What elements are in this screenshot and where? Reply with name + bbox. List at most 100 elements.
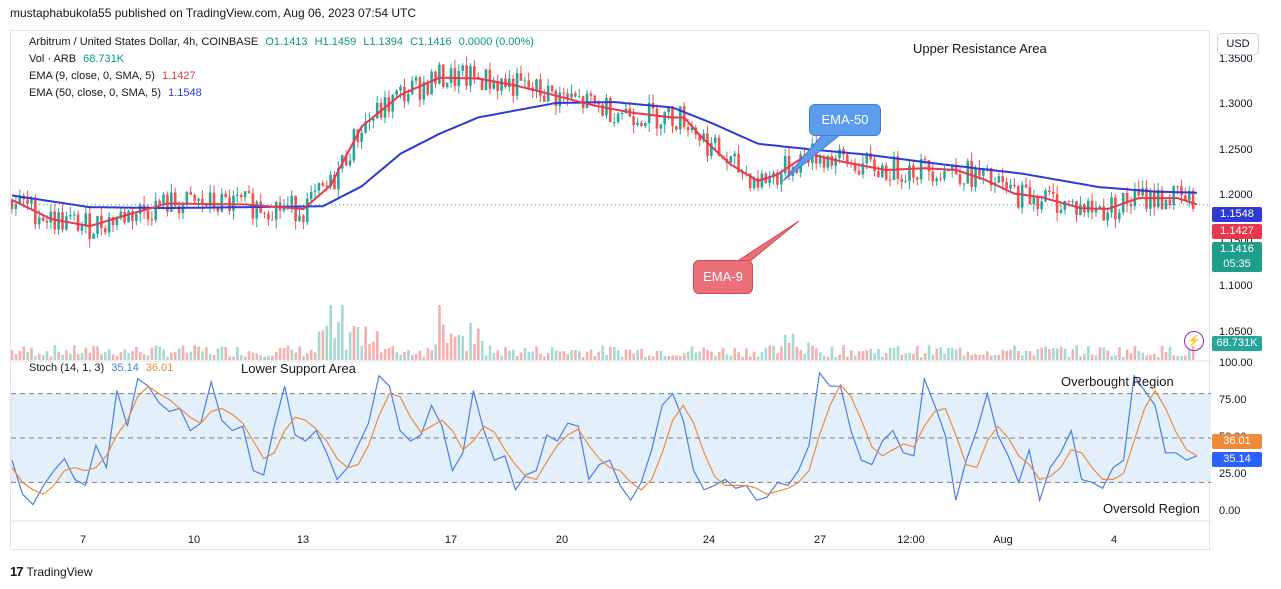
volume-bar	[651, 356, 655, 360]
volume-bar	[341, 305, 344, 360]
volume-bar	[861, 351, 865, 360]
volume-bar	[1083, 353, 1086, 360]
volume-bar	[776, 353, 779, 360]
volume-bar	[294, 352, 298, 360]
volume-bar	[1133, 346, 1137, 360]
volume-bar	[923, 353, 927, 360]
volume-bar	[504, 347, 507, 360]
candle-body	[372, 118, 375, 121]
candle-body	[1117, 212, 1121, 220]
candle-body	[37, 217, 41, 225]
volume-bar	[11, 350, 14, 360]
volume-bar	[1156, 356, 1160, 360]
volume-bar	[107, 349, 111, 360]
time-axis-tick-0: 7	[80, 534, 86, 546]
candle-body	[305, 198, 309, 223]
candle-body	[1040, 201, 1043, 210]
currency-button[interactable]: USD	[1217, 33, 1259, 55]
lightning-icon[interactable]: ⚡	[1184, 331, 1204, 351]
candle-body	[574, 93, 577, 97]
candle-body	[566, 93, 569, 98]
candle-body	[593, 95, 597, 104]
volume-bar	[1087, 345, 1090, 360]
candle-body	[119, 211, 123, 219]
volume-bar	[445, 342, 449, 360]
candle-body	[68, 214, 72, 217]
candle-body	[14, 204, 18, 209]
volume-bar	[236, 347, 239, 360]
candle-body	[612, 121, 616, 123]
volume-bar	[189, 351, 193, 360]
volume-bar	[546, 352, 550, 360]
candle-body	[1176, 186, 1179, 188]
volume-bar	[842, 345, 845, 360]
price-chart[interactable]: 7 10 13 17 20 24 27 12:00 Aug 4	[11, 31, 1211, 551]
volume-bar	[912, 354, 915, 360]
candle-body	[667, 107, 670, 113]
candle-body	[410, 80, 414, 94]
candle-body	[601, 104, 604, 116]
volume-bar	[640, 348, 643, 360]
volume-bar	[84, 347, 88, 360]
candle-body	[915, 177, 919, 180]
candle-body	[632, 116, 635, 125]
candle-body	[830, 156, 834, 166]
volume-bar	[694, 352, 698, 360]
volume-bar	[65, 350, 68, 360]
volume-bar	[387, 348, 391, 360]
volume-bar	[123, 349, 127, 360]
volume-bar	[290, 349, 294, 360]
candle-body	[115, 218, 119, 226]
price-axis-tick-6: 1.0500	[1219, 326, 1253, 338]
volume-bar	[395, 352, 399, 360]
candle-body	[710, 142, 713, 156]
time-axis-tick-6: 27	[814, 534, 826, 546]
candle-body	[729, 156, 733, 163]
volume-bar	[492, 352, 496, 360]
candle-body	[748, 173, 752, 189]
price-axis[interactable]: 1.3500 1.3000 1.2500 1.2000 1.1500 1.1000 1.05…	[1210, 30, 1281, 550]
candle-body	[236, 194, 239, 196]
volume-bar	[671, 355, 674, 360]
volume-bar	[970, 355, 974, 360]
candle-body	[414, 77, 418, 81]
volume-bar	[1090, 354, 1094, 360]
candle-body	[1090, 200, 1094, 213]
ema9-line	[11, 76, 1198, 228]
volume-bar	[741, 356, 744, 360]
candle-body	[352, 129, 356, 161]
candle-body	[1098, 206, 1102, 209]
volume-bar	[1063, 348, 1067, 360]
candle-body	[441, 64, 445, 87]
chart-frame[interactable]: 7 10 13 17 20 24 27 12:00 Aug 4 Arbitrum / United…	[10, 30, 1211, 551]
legend-ema50-label: EMA (50, close, 0, SMA, 5)	[29, 87, 162, 99]
volume-bar	[947, 347, 950, 360]
candle-body	[640, 122, 643, 126]
volume-bar	[391, 346, 395, 360]
volume-bar	[896, 346, 900, 360]
candle-body	[966, 161, 970, 184]
candle-body	[461, 65, 464, 71]
volume-bar	[1172, 355, 1176, 360]
candle-body	[737, 153, 740, 173]
volume-bar	[787, 342, 791, 360]
candle-body	[473, 66, 476, 77]
volume-bar	[403, 351, 406, 360]
candle-body	[469, 66, 472, 86]
candle-body	[605, 97, 608, 116]
ema9-callout: EMA-9	[693, 260, 753, 294]
candle-body	[846, 154, 849, 163]
volume-bar	[613, 346, 616, 360]
volume-bar	[383, 349, 387, 360]
volume-bar	[274, 352, 278, 360]
volume-bar	[251, 352, 255, 360]
candle-body	[970, 161, 973, 188]
candle-body	[1149, 191, 1152, 209]
volume-bar	[826, 356, 830, 360]
stoch-k-tag: 35.14	[1212, 452, 1262, 467]
candle-body	[865, 153, 869, 164]
volume-bar	[1024, 350, 1028, 360]
volume-bar	[1044, 346, 1047, 360]
candle-body	[892, 156, 896, 181]
stoch-d-tag: 36.01	[1212, 434, 1262, 449]
